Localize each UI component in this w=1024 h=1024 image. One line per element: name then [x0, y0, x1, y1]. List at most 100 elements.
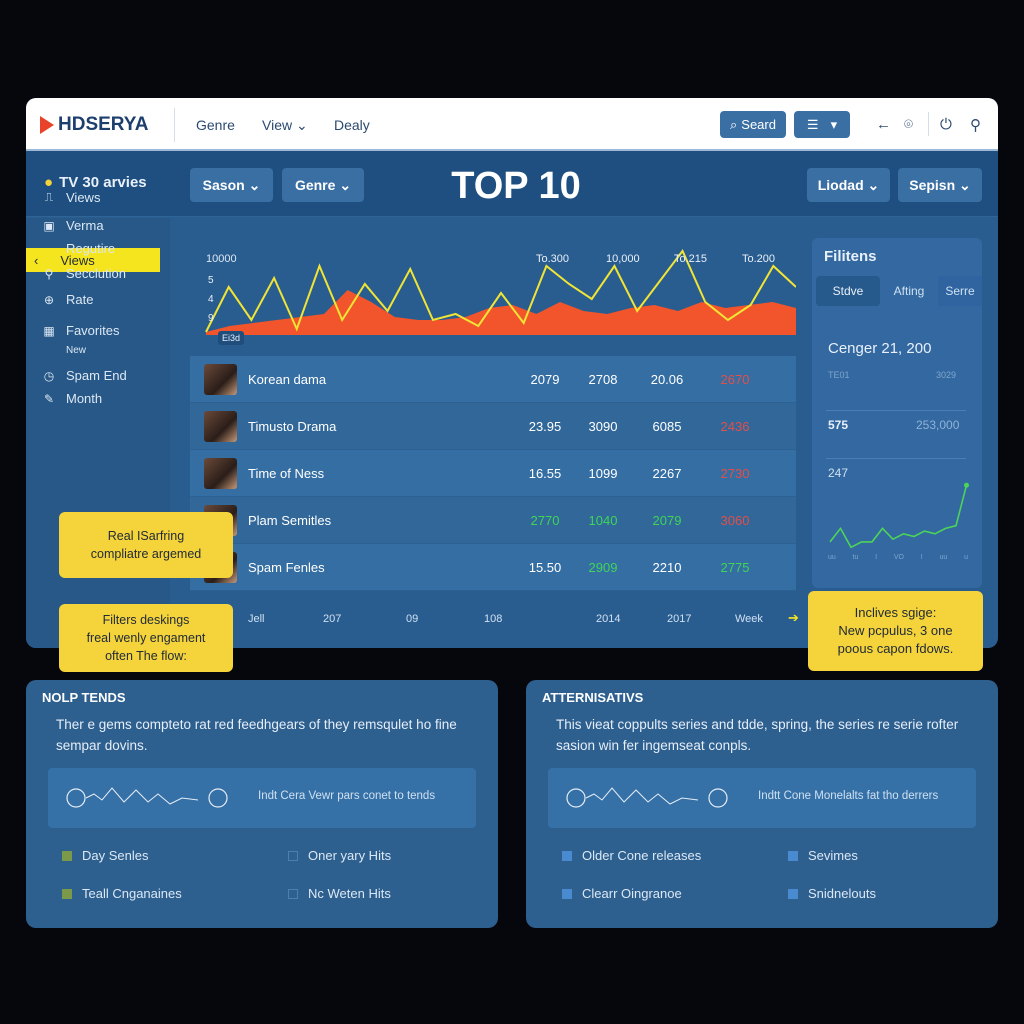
y-tick: 9 [208, 313, 214, 324]
bookmark-icon: ⎍ [44, 190, 54, 204]
chevron-down-icon: ⌄ [867, 176, 880, 193]
legend-label: Teall Cnganaines [82, 886, 182, 901]
cell-value: 2079 [652, 512, 682, 528]
wave-icon [66, 787, 228, 808]
layout-menu-button[interactable]: ☰ ▾ [794, 111, 850, 138]
y-tick: 4 [208, 294, 214, 305]
toolbar: ● TV 30 arvies Sason ⌄ Genre ⌄ TOP 10 Lio… [26, 151, 998, 217]
section-title: ● TV 30 arvies [44, 174, 147, 191]
legend-swatch [788, 850, 798, 861]
stat-left: 575 [828, 418, 849, 432]
location-pin-icon[interactable]: ⌾ [904, 116, 914, 133]
calendar-icon: ▦ [43, 323, 55, 338]
sidebar-item[interactable]: ⎍ Views [42, 190, 101, 205]
arrow-left-icon[interactable]: ← [876, 116, 891, 133]
chevron-left-icon: ‹ [34, 252, 39, 268]
legend-item[interactable]: Teall Cnganaines [62, 886, 182, 901]
nav-genre[interactable]: Genre [196, 117, 235, 133]
sidebar-item[interactable]: ◷ Spam End [42, 368, 127, 383]
spark-axis-label: VO [893, 554, 905, 561]
sidebar-item-label: Favorites [66, 323, 120, 338]
spark-axis-label: uu [828, 554, 836, 561]
sidebar-item[interactable]: ✎ Month [42, 391, 102, 406]
top-label: To.200 [742, 253, 776, 265]
power-icon[interactable]: ⏻ [940, 116, 952, 133]
sidebar-active-label: Views [60, 252, 95, 268]
legend-item[interactable]: Sevimes [788, 848, 858, 863]
spark-axis-label: uu [939, 554, 948, 561]
nav-view[interactable]: View ⌄ [262, 117, 308, 134]
callout-line: New pcpulus, 3 one [838, 623, 953, 638]
x-label: 09 [406, 613, 419, 625]
top-label: 10,000 [606, 253, 640, 265]
sidebar-item[interactable]: ▣ Verma [42, 218, 104, 233]
legend-item[interactable]: Older Cone releases [562, 848, 701, 863]
sidebar-item[interactable]: ▦ Favorites [42, 323, 119, 338]
sidebar-item[interactable]: ⚲ Secclution [42, 266, 126, 281]
sidebar-item-label: Verma [66, 218, 104, 233]
spark-point [964, 482, 969, 488]
callout-line: Inclives sgige: [854, 605, 937, 620]
table-row[interactable]: Spam Fenles 15.50 2909 2210 2775 [190, 544, 796, 591]
cell-value: 1040 [588, 512, 618, 528]
sidebar-item-label: Month [66, 391, 103, 406]
legend-item[interactable]: Oner yary Hits [288, 848, 391, 863]
tab-serre[interactable]: Serre [938, 276, 982, 306]
y-tick: 5 [208, 275, 214, 286]
cell-value: 2436 [720, 418, 750, 434]
cell-value: 2770 [530, 512, 560, 528]
info-icon: ● [44, 174, 54, 191]
legend-label: Older Cone releases [582, 848, 702, 863]
x-label: Jell [248, 613, 265, 625]
table-row[interactable]: Plam Semitles 2770 1040 2079 3060 [190, 497, 796, 544]
genre-label: Genre [294, 177, 336, 193]
cell-value: 23.95 [528, 418, 562, 434]
callout-line: poous capon fdows. [837, 641, 954, 656]
panel-title: NOLP TENDS [42, 690, 126, 705]
load-dropdown[interactable]: Liodad ⌄ [807, 168, 890, 202]
legend-item[interactable]: Nc Weten Hits [288, 886, 391, 901]
nav-dealy[interactable]: Dealy [334, 117, 370, 133]
table-row[interactable]: Korean dama 2079 2708 20.06 2670 [190, 356, 796, 403]
legend-item[interactable]: Snidnelouts [788, 886, 876, 901]
series-thumbnail [204, 363, 237, 395]
play-icon [40, 116, 54, 134]
legend-item[interactable]: Day Senles [62, 848, 148, 863]
sidebar-item[interactable]: Regutire [42, 241, 115, 256]
table-row[interactable]: Time of Ness 16.55 1099 2267 2730 [190, 450, 796, 497]
legend-item[interactable]: Clearr Oingranoe [562, 886, 682, 901]
callout-line: Real ISarfring [107, 529, 185, 543]
cell-value: 2775 [720, 559, 750, 575]
legend-swatch [788, 888, 798, 899]
callout-line: Filters deskings [102, 613, 190, 627]
chevron-down-icon: ⌄ [248, 176, 261, 193]
tab-afting[interactable]: Afting [893, 284, 925, 298]
step-one-icon [66, 788, 86, 808]
sidebar-item[interactable]: ⊕ Rate [42, 292, 94, 307]
series-thumbnail [204, 410, 237, 442]
sidebar-item-label: Views [66, 190, 101, 205]
genre-dropdown[interactable]: Genre ⌄ [282, 168, 364, 202]
callout-line: compliatre argemed [90, 547, 202, 561]
page-title: TOP 10 [451, 165, 581, 207]
table-row[interactable]: Timusto Drama 23.95 3090 6085 2436 [190, 403, 796, 450]
season-dropdown[interactable]: Sason ⌄ [190, 168, 273, 202]
top-label: To.215 [674, 253, 708, 265]
chart-badge: Ei3d [218, 331, 245, 345]
panel-description: This vieat coppults series and tdde, spr… [556, 717, 959, 753]
x-label: 2017 [667, 613, 692, 625]
sidebar-item[interactable]: New [42, 345, 86, 356]
legend-label: Sevimes [808, 848, 858, 863]
brand-logo[interactable]: HDSERYA [40, 114, 148, 136]
search-button[interactable]: ⌕ Seard [720, 111, 786, 138]
top-header: HDSERYA Genre View ⌄ Dealy ⌕ Seard ☰ ▾ ← ⌾… [26, 98, 998, 151]
sidebar-active-views[interactable]: ‹ Views [26, 248, 160, 272]
brand-name: HDSERYA [58, 114, 149, 135]
chevron-down-icon: ⌄ [339, 176, 352, 193]
season-right-dropdown[interactable]: Sepisn ⌄ [898, 168, 982, 202]
pin-icon[interactable]: ⚲ [970, 117, 981, 134]
tab-stdve[interactable]: Stdve [816, 276, 880, 306]
cell-value: 2079 [530, 371, 560, 387]
spark-axis-label: u [964, 554, 968, 561]
callout-inclives: Inclives sgige: New pcpulus, 3 one poous c… [808, 591, 983, 671]
